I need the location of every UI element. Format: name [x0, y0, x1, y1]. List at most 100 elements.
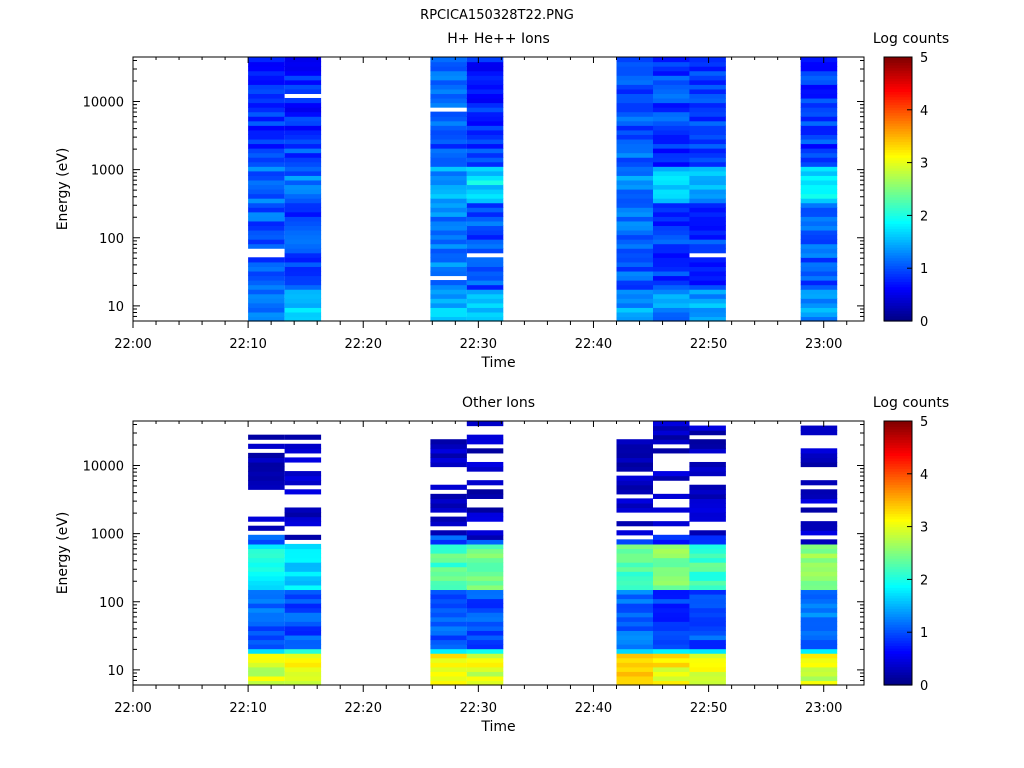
- colorbar-segment: [884, 88, 912, 92]
- spectrogram-cell: [689, 102, 726, 108]
- spectrogram-cell: [466, 553, 504, 559]
- colorbar-segment: [884, 173, 912, 177]
- spectrogram-cell: [466, 243, 504, 249]
- spectrogram-cell: [653, 493, 690, 499]
- spectrogram-cell: [284, 639, 322, 645]
- spectrogram-cell: [248, 148, 285, 154]
- spectrogram-cell: [284, 534, 322, 540]
- spectrogram-cell: [248, 571, 285, 577]
- spectrogram-cell: [430, 243, 467, 249]
- spectrogram-cell: [284, 125, 322, 131]
- spectrogram-cell: [466, 302, 504, 308]
- spectrogram-cell: [653, 521, 690, 527]
- spectrogram-cell: [466, 248, 504, 254]
- time-bin-column: [284, 57, 322, 322]
- colorbar-segment: [884, 101, 912, 106]
- spectrogram-cell: [248, 229, 285, 236]
- spectrogram-cell: [689, 193, 726, 199]
- spectrogram-cell: [689, 648, 726, 654]
- colorbar-segment: [884, 297, 912, 301]
- spectrogram-cell: [466, 102, 504, 108]
- colorbar-segment: [884, 83, 912, 87]
- spectrogram-cell: [653, 421, 690, 427]
- spectrogram-cell: [616, 439, 653, 445]
- spectrogram-cell: [430, 484, 467, 490]
- spectrogram-cell: [430, 548, 467, 554]
- spectrogram-cell: [800, 239, 838, 245]
- spectrogram-cell: [616, 662, 653, 668]
- spectrogram-cell: [800, 211, 838, 217]
- colorbar-segment: [884, 605, 912, 610]
- spectrogram-cell: [466, 97, 504, 104]
- colorbar-segment: [884, 149, 912, 153]
- spectrogram-cell: [430, 239, 467, 245]
- spectrogram-cell: [689, 93, 726, 99]
- spectrogram-cell: [653, 448, 690, 454]
- spectrogram-cell: [466, 448, 504, 454]
- spectrogram-cell: [616, 170, 653, 176]
- colorbar-segment: [884, 299, 912, 304]
- spectrogram-cell: [284, 184, 322, 190]
- colorbar-segment: [884, 194, 912, 198]
- spectrogram-cell: [430, 234, 467, 240]
- spectrogram-cell: [248, 311, 285, 318]
- colorbar-segment: [884, 165, 912, 169]
- spectrogram-cell: [616, 166, 653, 172]
- spectrogram-cell: [430, 457, 467, 463]
- spectrogram-cell: [466, 489, 504, 495]
- spectrogram-cell: [284, 152, 322, 158]
- colorbar-segment: [884, 144, 912, 148]
- spectrogram-cell: [800, 216, 838, 222]
- spectrogram-cell: [284, 220, 322, 227]
- colorbar-segment: [884, 183, 912, 187]
- spectrogram-cell: [430, 120, 467, 126]
- colorbar-segment: [884, 426, 912, 430]
- spectrogram-cell: [430, 198, 467, 204]
- spectrogram-cell: [616, 243, 653, 249]
- colorbar-segment: [884, 154, 912, 158]
- spectrogram-cell: [284, 571, 322, 577]
- spectrogram-cell: [800, 575, 838, 581]
- spectrogram-cell: [616, 189, 653, 195]
- spectrogram-cell: [466, 189, 504, 195]
- spectrogram-cell: [284, 293, 322, 299]
- spectrogram-cell: [284, 138, 322, 145]
- colorbar-segment: [884, 167, 912, 172]
- spectrogram-cell: [284, 70, 322, 76]
- spectrogram-cell: [248, 607, 285, 613]
- spectrogram-cell: [430, 493, 467, 499]
- colorbar-tick-label: 5: [920, 415, 928, 430]
- spectrogram-cell: [689, 143, 726, 149]
- spectrogram-cell: [248, 621, 285, 627]
- spectrogram-cell: [284, 557, 322, 563]
- spectrogram-cell: [248, 293, 285, 299]
- spectrogram-cell: [653, 307, 690, 313]
- spectrogram-cell: [284, 675, 322, 682]
- spectrogram-cell: [800, 607, 838, 613]
- spectrogram-cell: [689, 425, 726, 431]
- spectrogram-cell: [653, 430, 690, 436]
- spectrogram-cell: [616, 461, 653, 468]
- spectrogram-cell: [248, 120, 285, 126]
- time-bin-column: [616, 439, 653, 686]
- colorbar-segment: [884, 603, 912, 607]
- spectrogram-cell: [616, 179, 653, 186]
- spectrogram-cell: [653, 630, 690, 636]
- spectrogram-cell: [653, 625, 690, 631]
- spectrogram-cell: [689, 630, 726, 636]
- colorbar-segment: [884, 497, 912, 501]
- spectrogram-cell: [248, 107, 285, 113]
- colorbar-segment: [884, 204, 912, 209]
- spectrogram-cell: [466, 507, 504, 513]
- spectrogram-cell: [248, 166, 285, 172]
- colorbar-segment: [884, 107, 912, 111]
- spectrogram-cell: [653, 475, 690, 481]
- spectrogram-cell: [653, 134, 690, 140]
- spectrogram-cell: [800, 580, 838, 586]
- x-tick-label: 22:50: [690, 337, 727, 352]
- spectrogram-cell: [430, 448, 467, 454]
- spectrogram-cell: [689, 616, 726, 622]
- spectrogram-cell: [653, 671, 690, 677]
- spectrogram-cell: [616, 148, 653, 154]
- spectrogram-cell: [248, 225, 285, 231]
